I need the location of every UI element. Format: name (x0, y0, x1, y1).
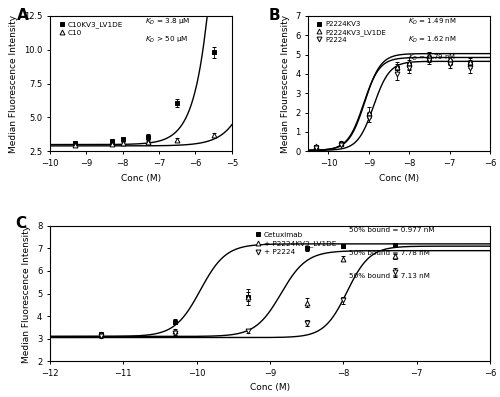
Text: B: B (268, 8, 280, 23)
Legend: Cetuximab, + P2224KV3_LV1DE, + P2224: Cetuximab, + P2224KV3_LV1DE, + P2224 (254, 231, 337, 256)
Legend: C10KV3_LV1DE, C10: C10KV3_LV1DE, C10 (57, 21, 124, 37)
Text: A: A (18, 8, 29, 23)
Text: $K_D$ = 1.49 nM: $K_D$ = 1.49 nM (408, 17, 457, 27)
Text: $K_D$ = 1.62 nM: $K_D$ = 1.62 nM (408, 35, 457, 45)
Text: $K_D$ > 50 μM: $K_D$ > 50 μM (144, 35, 188, 45)
Y-axis label: Median Fluorescence Intensity: Median Fluorescence Intensity (22, 224, 32, 362)
Legend: P2224KV3, P2224KV3_LV1DE, P2224: P2224KV3, P2224KV3_LV1DE, P2224 (316, 21, 386, 44)
Text: 50% bound = 7.78 nM: 50% bound = 7.78 nM (349, 250, 430, 256)
X-axis label: Conc (M): Conc (M) (250, 384, 290, 393)
X-axis label: Conc (M): Conc (M) (121, 173, 161, 183)
Y-axis label: Median Flourescence Intensity: Median Flourescence Intensity (280, 15, 289, 153)
Y-axis label: Median Fluorescence Intensity: Median Fluorescence Intensity (10, 15, 18, 153)
Text: 50% bound = 0.977 nM: 50% bound = 0.977 nM (349, 227, 434, 233)
Text: $K_D$ = 3.8 μM: $K_D$ = 3.8 μM (144, 17, 190, 27)
Text: $K_D$ = 2.79 nM: $K_D$ = 2.79 nM (408, 52, 456, 63)
X-axis label: Conc (M): Conc (M) (379, 173, 419, 183)
Text: 50% bound = 7.13 nM: 50% bound = 7.13 nM (349, 273, 430, 279)
Text: C: C (15, 216, 26, 231)
